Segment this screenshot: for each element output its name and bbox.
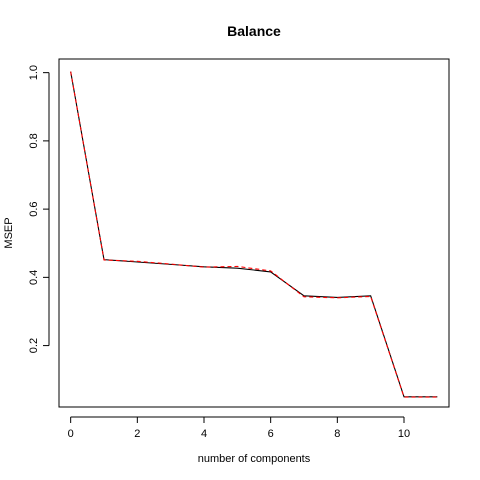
y-tick-label: 0.6 [28,201,40,216]
series-line-solid [70,71,438,398]
x-tick-label: 8 [334,428,340,440]
x-tick-label: 0 [68,428,74,440]
y-axis: 0.2 0.4 0.6 0.8 1.0 [28,65,50,353]
x-tick-label: 10 [398,428,410,440]
series-line-dashed [70,71,438,398]
y-axis-label: MSEP [3,217,15,248]
x-axis-label: number of components [198,453,311,465]
y-tick-label: 0.4 [28,270,40,285]
y-tick-label: 1.0 [28,65,40,80]
x-axis: 0 2 4 6 8 10 [68,416,410,440]
plot-frame [58,58,450,408]
x-tick-label: 2 [134,428,140,440]
y-tick-label: 0.8 [28,133,40,148]
y-tick-label: 0.2 [28,338,40,353]
x-tick-label: 6 [268,428,274,440]
series-layer [70,71,438,398]
x-tick-label: 4 [201,428,207,440]
chart-title: Balance [227,23,281,39]
